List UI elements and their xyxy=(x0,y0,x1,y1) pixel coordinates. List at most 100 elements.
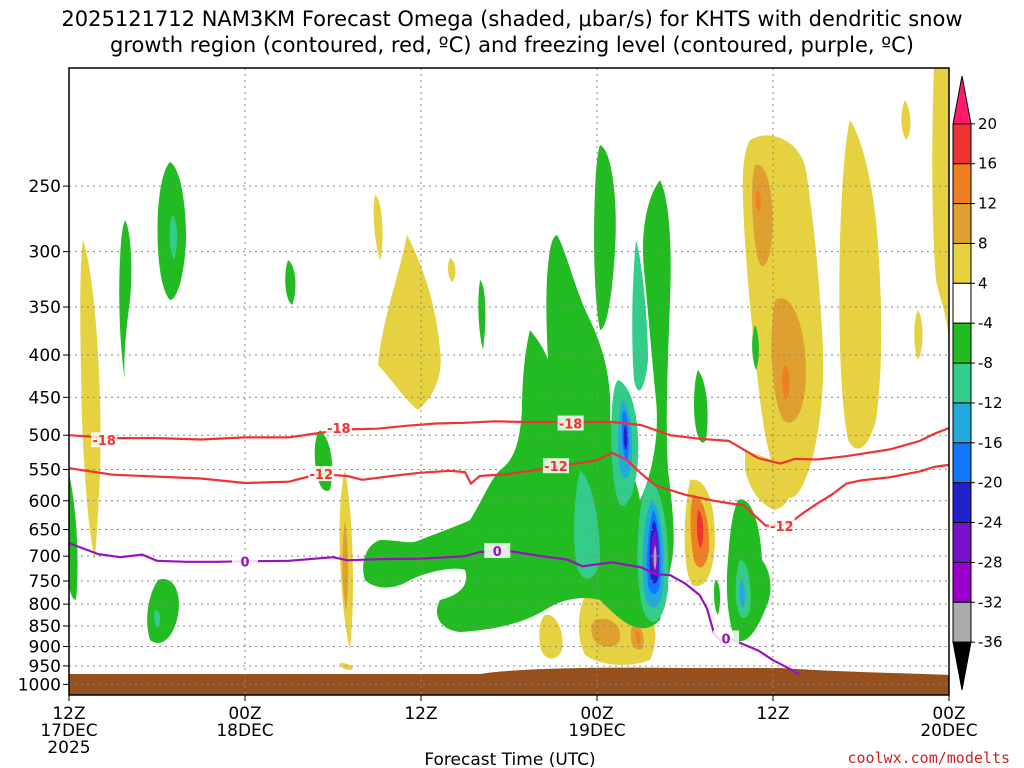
contour-label-0: 0 xyxy=(722,632,731,647)
chart-title-line1: 2025121712 NAM3KM Forecast Omega (shaded… xyxy=(61,7,962,31)
y-tick-label: 600 xyxy=(29,492,61,512)
omega-area xyxy=(632,240,648,391)
colorbar-segment xyxy=(952,163,972,205)
colorbar-label: 16 xyxy=(978,155,997,173)
colorbar-segment xyxy=(952,561,972,603)
terrain-band xyxy=(69,667,949,695)
contour-label-bg xyxy=(768,518,795,534)
x-tick-label-time: 12Z xyxy=(756,704,789,724)
omega-area xyxy=(694,370,708,443)
x-tick-label-time: 00Z xyxy=(580,704,613,724)
y-tick-label: 350 xyxy=(29,298,61,318)
y-tick-label: 300 xyxy=(29,243,61,263)
omega-area xyxy=(782,365,790,400)
y-tick-label: 550 xyxy=(29,460,61,480)
omega-area xyxy=(635,630,641,644)
x-tick-label-date: 18DEC xyxy=(216,721,273,741)
y-tick-label: 450 xyxy=(29,388,61,408)
colorbar-label: -8 xyxy=(978,354,993,372)
colorbar-label: -36 xyxy=(978,633,1003,651)
omega-area xyxy=(539,614,563,659)
x-tick-label-date: 17DEC xyxy=(40,721,97,741)
colorbar-segment xyxy=(952,203,972,244)
y-tick-label: 500 xyxy=(29,426,61,446)
y-tick-label: 900 xyxy=(29,638,61,658)
plot-frame xyxy=(68,67,950,696)
colorbar-segment xyxy=(952,123,972,165)
contour-label-bg xyxy=(232,553,258,569)
colorbar-segment xyxy=(952,282,972,324)
omega-area xyxy=(714,580,721,615)
colorbar-label: -4 xyxy=(978,314,993,332)
colorbar-label: -16 xyxy=(978,434,1003,452)
colorbar-segment xyxy=(952,442,972,484)
x-axis-label: Forecast Time (UTC) xyxy=(424,750,595,768)
y-tick-label: 400 xyxy=(29,346,61,366)
omega-area xyxy=(340,663,353,670)
omega-shading xyxy=(69,68,949,670)
contour-lines: -18 -18 -18 -12 -12 -12 0 0 0 xyxy=(68,415,950,676)
contour-label--18: -18 xyxy=(92,434,116,449)
contour-label-bg xyxy=(557,415,584,431)
y-tick-label: 950 xyxy=(29,657,61,677)
omega-area xyxy=(752,325,759,370)
contour-label-bg xyxy=(484,542,511,558)
x-tick-label-time: 12Z xyxy=(52,704,85,724)
omega-area xyxy=(932,68,949,340)
colorbar-label: -32 xyxy=(978,593,1003,611)
y-tick-label: 650 xyxy=(29,521,61,541)
contour-label--18: -18 xyxy=(327,422,351,437)
grid-lines xyxy=(69,68,949,695)
omega-area xyxy=(745,450,792,510)
colorbar-top-arrow xyxy=(952,75,972,125)
contour-label-bg xyxy=(542,458,569,474)
x-tick-label-time: 12Z xyxy=(404,704,437,724)
colorbar-label: 4 xyxy=(978,274,988,292)
x-tick-label-year: 2025 xyxy=(47,738,90,758)
contour-label-0: 0 xyxy=(493,545,502,560)
y-tick-label: 850 xyxy=(29,617,61,637)
y-tick-label: 800 xyxy=(29,595,61,615)
omega-area xyxy=(169,215,178,260)
credit-text: coolwx.com/modelts xyxy=(847,749,1010,767)
x-tick-label-date: 19DEC xyxy=(568,721,625,741)
omega-area xyxy=(80,240,101,560)
colorbar-segment xyxy=(952,601,972,643)
y-tick-label: 1000 xyxy=(18,675,61,695)
contour-label--12: -12 xyxy=(310,468,334,483)
omega-area xyxy=(901,100,911,140)
colorbar-label: -20 xyxy=(978,474,1003,492)
omega-area xyxy=(373,195,383,260)
omega-area xyxy=(623,425,628,450)
contour-label-bg xyxy=(325,419,352,435)
omega-area xyxy=(839,120,882,449)
omega-area xyxy=(447,258,456,282)
x-tick-label-date: 20DEC xyxy=(920,721,977,741)
colorbar-segment xyxy=(952,522,972,563)
omega-area xyxy=(771,298,806,423)
y-tick-label: 700 xyxy=(29,547,61,567)
omega-area xyxy=(739,580,746,608)
colorbar-segment xyxy=(952,322,972,364)
omega-area xyxy=(594,145,616,330)
omega-area xyxy=(285,260,296,305)
omega-area xyxy=(154,610,161,628)
omega-area xyxy=(752,164,773,267)
contour-label-bg xyxy=(713,630,740,646)
colorbar-segment xyxy=(952,482,972,524)
contour-label--12: -12 xyxy=(544,460,568,475)
omega-area xyxy=(697,510,704,548)
omega-area xyxy=(755,190,761,212)
colorbar-bottom-arrow xyxy=(952,641,972,691)
contour-label-bg xyxy=(308,466,335,482)
colorbar-segment xyxy=(952,242,972,284)
contour-label-0: 0 xyxy=(240,555,249,570)
colorbar-label: -24 xyxy=(978,514,1003,532)
contour-label-bg xyxy=(91,432,118,448)
colorbar-segment xyxy=(952,402,972,444)
omega-area xyxy=(378,235,441,410)
colorbar-label: -28 xyxy=(978,553,1003,571)
colorbar-segment xyxy=(952,362,972,404)
